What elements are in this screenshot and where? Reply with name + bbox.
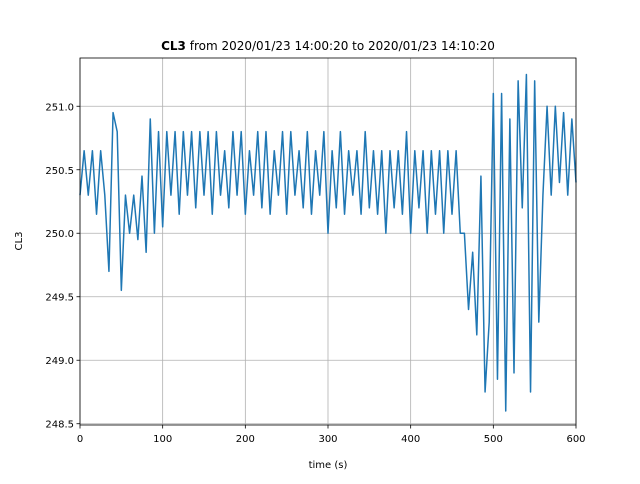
y-axis-label: CL3 xyxy=(14,232,25,251)
y-tick-label: 250.0 xyxy=(45,229,74,240)
chart-title: CL3 from 2020/01/23 14:00:20 to 2020/01/… xyxy=(161,39,495,53)
x-tick-label: 300 xyxy=(318,434,337,445)
y-tick-label: 249.5 xyxy=(45,293,74,304)
x-tick-label: 500 xyxy=(484,434,503,445)
x-tick-label: 0 xyxy=(77,434,83,445)
x-tick-label: 100 xyxy=(153,434,172,445)
y-tick-label: 250.5 xyxy=(45,166,74,177)
title-bold: CL3 xyxy=(161,39,186,53)
plot-frame xyxy=(79,57,577,426)
y-tick-label: 248.5 xyxy=(45,420,74,431)
x-tick-label: 400 xyxy=(401,434,420,445)
data-line xyxy=(79,73,577,412)
y-tick-label: 249.0 xyxy=(45,356,74,367)
x-axis-label: time (s) xyxy=(309,460,348,471)
title-text: from 2020/01/23 14:00:20 to 2020/01/23 1… xyxy=(190,39,495,53)
x-tick-label: 600 xyxy=(566,434,585,445)
y-tick-label: 251.0 xyxy=(45,102,74,113)
x-tick-label: 200 xyxy=(236,434,255,445)
